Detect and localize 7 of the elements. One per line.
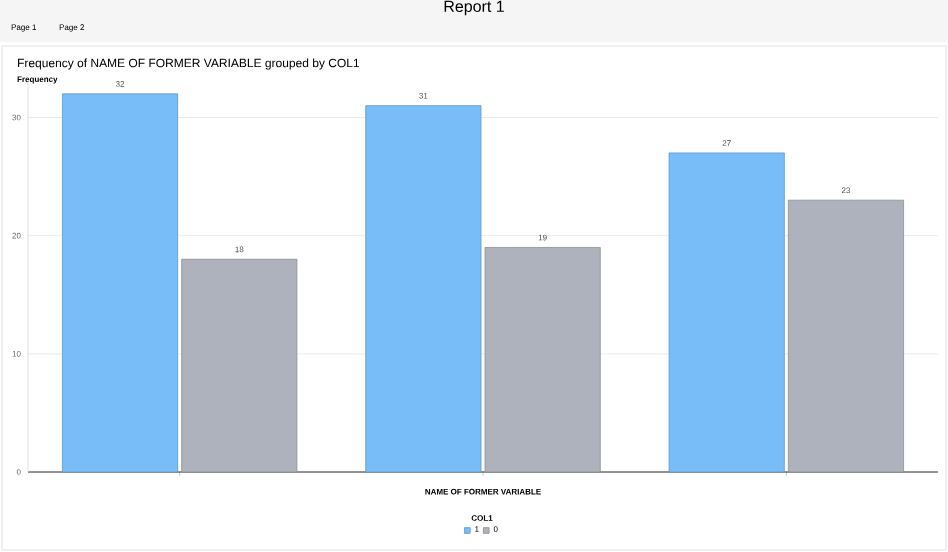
bar [62, 93, 179, 473]
bar [181, 258, 298, 473]
bar [484, 247, 601, 473]
bar [787, 199, 905, 473]
text: Report 1 [444, 0, 504, 16]
bar [668, 152, 785, 473]
bar [365, 105, 482, 473]
